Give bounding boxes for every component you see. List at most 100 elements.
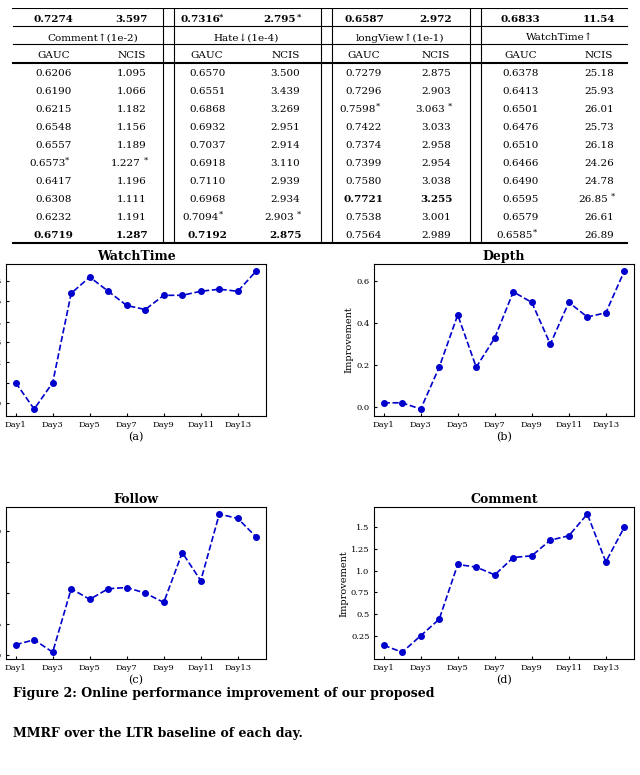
Text: 0.6308: 0.6308 xyxy=(35,195,72,204)
Title: Comment: Comment xyxy=(470,493,538,506)
Text: *: * xyxy=(143,157,148,165)
Text: 2.903: 2.903 xyxy=(264,213,294,222)
Text: longView↑(1e-1): longView↑(1e-1) xyxy=(356,33,444,43)
Text: GAUC: GAUC xyxy=(348,51,380,60)
Text: NCIS: NCIS xyxy=(422,51,450,60)
Text: *: * xyxy=(448,103,452,111)
Text: 0.7110: 0.7110 xyxy=(189,177,225,186)
Text: *: * xyxy=(611,193,615,201)
Text: 0.6570: 0.6570 xyxy=(189,69,225,78)
Text: Hate↓(1e-4): Hate↓(1e-4) xyxy=(214,33,279,43)
Text: 2.989: 2.989 xyxy=(421,231,451,240)
Text: 0.6378: 0.6378 xyxy=(502,69,539,78)
Text: *: * xyxy=(65,157,69,165)
Text: GAUC: GAUC xyxy=(504,51,537,60)
Text: 0.6573: 0.6573 xyxy=(29,159,65,168)
Text: 0.7422: 0.7422 xyxy=(346,123,382,133)
Text: GAUC: GAUC xyxy=(191,51,223,60)
Text: 0.6232: 0.6232 xyxy=(35,213,72,222)
Text: 2.958: 2.958 xyxy=(421,141,451,150)
Text: 2.914: 2.914 xyxy=(271,141,300,150)
Text: 1.287: 1.287 xyxy=(116,231,148,240)
Text: Figure 2: Online performance improvement of our proposed: Figure 2: Online performance improvement… xyxy=(13,687,434,701)
Text: 0.6557: 0.6557 xyxy=(35,141,72,150)
Text: *: * xyxy=(219,211,223,219)
Text: 26.61: 26.61 xyxy=(584,213,614,222)
Text: 0.6868: 0.6868 xyxy=(189,105,225,114)
Text: 24.26: 24.26 xyxy=(584,159,614,168)
Text: 2.903: 2.903 xyxy=(421,88,451,96)
Text: 3.033: 3.033 xyxy=(421,123,451,133)
Text: 2.972: 2.972 xyxy=(420,16,452,25)
Text: 0.6548: 0.6548 xyxy=(35,123,72,133)
Text: 1.066: 1.066 xyxy=(117,88,147,96)
Text: 3.063: 3.063 xyxy=(415,105,445,114)
Text: MMRF over the LTR baseline of each day.: MMRF over the LTR baseline of each day. xyxy=(13,727,303,740)
Text: 25.18: 25.18 xyxy=(584,69,614,78)
Text: 0.7564: 0.7564 xyxy=(346,231,382,240)
Text: 0.7279: 0.7279 xyxy=(346,69,382,78)
Text: 0.6466: 0.6466 xyxy=(502,159,539,168)
Text: 26.18: 26.18 xyxy=(584,141,614,150)
Text: 2.951: 2.951 xyxy=(271,123,300,133)
Text: 0.7094: 0.7094 xyxy=(182,213,219,222)
Text: 26.01: 26.01 xyxy=(584,105,614,114)
Text: 0.6579: 0.6579 xyxy=(502,213,539,222)
Text: 0.6932: 0.6932 xyxy=(189,123,225,133)
Text: 2.934: 2.934 xyxy=(271,195,300,204)
Text: 3.255: 3.255 xyxy=(420,195,452,204)
Text: *: * xyxy=(376,103,380,111)
Text: 0.6585: 0.6585 xyxy=(496,231,532,240)
Text: 0.6476: 0.6476 xyxy=(502,123,539,133)
Text: NCIS: NCIS xyxy=(585,51,613,60)
Text: 0.6833: 0.6833 xyxy=(501,16,541,25)
Text: 0.6490: 0.6490 xyxy=(502,177,539,186)
Text: 0.7374: 0.7374 xyxy=(346,141,382,150)
Text: 0.6551: 0.6551 xyxy=(189,88,225,96)
Text: NCIS: NCIS xyxy=(271,51,300,60)
Text: 0.6587: 0.6587 xyxy=(344,16,384,25)
Text: 25.73: 25.73 xyxy=(584,123,614,133)
Text: 0.6918: 0.6918 xyxy=(189,159,225,168)
Text: *: * xyxy=(297,211,301,219)
Title: Depth: Depth xyxy=(483,250,525,263)
Text: 0.7399: 0.7399 xyxy=(346,159,382,168)
Text: 0.7721: 0.7721 xyxy=(344,195,384,204)
Text: 0.6719: 0.6719 xyxy=(33,231,74,240)
Text: 0.7316: 0.7316 xyxy=(181,16,221,25)
Text: 1.189: 1.189 xyxy=(117,141,147,150)
Text: 1.095: 1.095 xyxy=(117,69,147,78)
Text: 11.54: 11.54 xyxy=(583,16,615,25)
Text: WatchTime↑: WatchTime↑ xyxy=(526,33,594,43)
Text: *: * xyxy=(532,229,536,236)
Text: 1.227: 1.227 xyxy=(111,159,140,168)
Text: 26.85: 26.85 xyxy=(578,195,608,204)
Text: 0.6206: 0.6206 xyxy=(35,69,72,78)
Text: 0.6595: 0.6595 xyxy=(502,195,539,204)
Text: 3.001: 3.001 xyxy=(421,213,451,222)
Text: 0.6413: 0.6413 xyxy=(502,88,539,96)
Text: 0.6417: 0.6417 xyxy=(35,177,72,186)
Text: 0.6190: 0.6190 xyxy=(35,88,72,96)
Text: 0.7296: 0.7296 xyxy=(346,88,382,96)
Text: 0.7037: 0.7037 xyxy=(189,141,225,150)
Text: 1.191: 1.191 xyxy=(117,213,147,222)
Text: 1.111: 1.111 xyxy=(117,195,147,204)
Text: 0.6968: 0.6968 xyxy=(189,195,225,204)
Text: 0.6510: 0.6510 xyxy=(502,141,539,150)
Text: 0.6215: 0.6215 xyxy=(35,105,72,114)
Text: GAUC: GAUC xyxy=(37,51,70,60)
Text: 0.6501: 0.6501 xyxy=(502,105,539,114)
Text: 24.78: 24.78 xyxy=(584,177,614,186)
Text: 3.038: 3.038 xyxy=(421,177,451,186)
Text: 3.500: 3.500 xyxy=(271,69,300,78)
Text: 2.875: 2.875 xyxy=(421,69,451,78)
Text: *: * xyxy=(219,12,223,21)
Text: 0.7598: 0.7598 xyxy=(339,105,376,114)
Text: 3.439: 3.439 xyxy=(271,88,300,96)
Text: 2.795: 2.795 xyxy=(263,16,296,25)
X-axis label: (a): (a) xyxy=(128,432,143,442)
Text: 3.597: 3.597 xyxy=(116,16,148,25)
Text: 3.110: 3.110 xyxy=(271,159,300,168)
Y-axis label: Improvement: Improvement xyxy=(344,307,353,374)
